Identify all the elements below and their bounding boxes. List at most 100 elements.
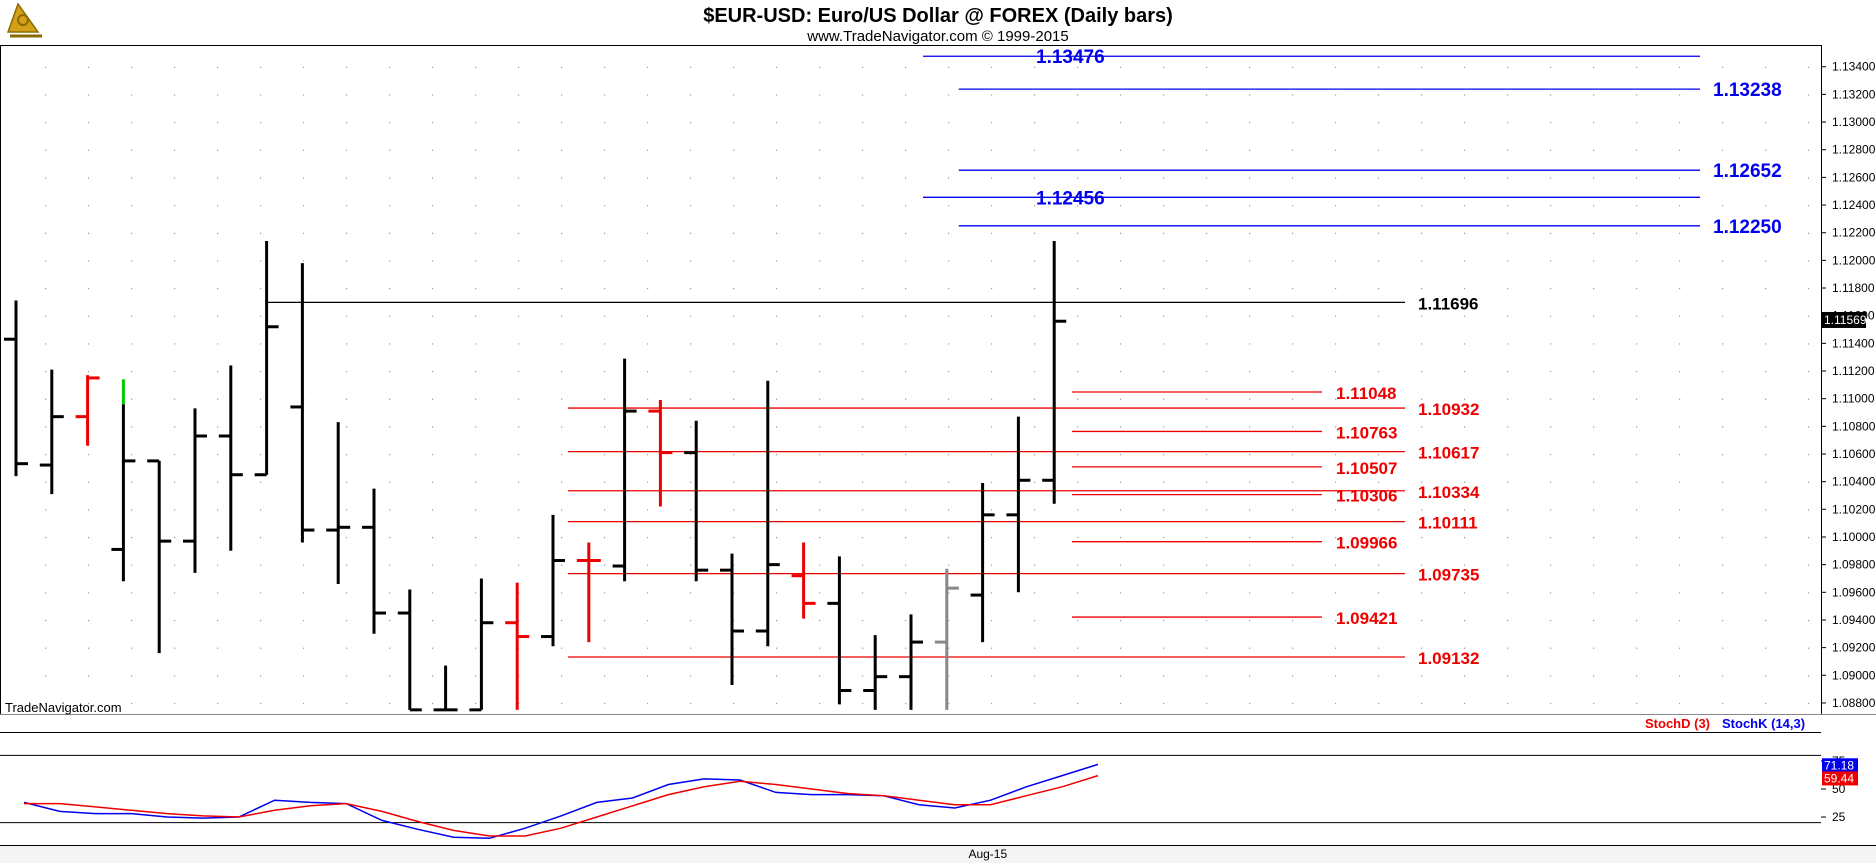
grid-dot xyxy=(1206,481,1208,483)
grid-dot xyxy=(1636,66,1638,68)
stoch-k-value: 71.18 xyxy=(1824,758,1854,772)
grid-dot xyxy=(733,564,735,566)
grid-dot xyxy=(862,205,864,207)
grid-dot xyxy=(432,481,434,483)
grid-dot xyxy=(991,592,993,594)
grid-dot xyxy=(303,619,305,622)
grid-dot xyxy=(1378,260,1380,262)
grid-dot xyxy=(1507,94,1509,96)
grid-dot xyxy=(1120,398,1122,400)
grid-dot xyxy=(1722,619,1724,622)
grid-dot xyxy=(475,398,477,400)
grid-dot xyxy=(1507,343,1509,345)
ohlc-bars xyxy=(4,241,1067,712)
grid-dot xyxy=(260,536,262,539)
grid-dot xyxy=(905,426,907,428)
red-level-label: 1.09966 xyxy=(1336,534,1397,553)
grid-dot xyxy=(1163,453,1165,456)
grid-dot xyxy=(217,315,219,317)
grid-dot xyxy=(1163,288,1165,290)
grid-dot xyxy=(819,675,821,677)
grid-dot xyxy=(518,371,520,373)
grid-dot xyxy=(1249,66,1251,68)
grid-dot xyxy=(131,94,133,96)
grid-dot xyxy=(389,426,391,428)
grid-dot xyxy=(1507,702,1509,705)
grid-dot xyxy=(131,205,133,207)
grid-dot xyxy=(131,702,133,705)
grid-dot xyxy=(905,205,907,207)
grid-dot xyxy=(604,149,606,151)
grid-dot xyxy=(1206,94,1208,96)
price-axis-tick-label: 1.12600 xyxy=(1832,170,1876,184)
grid-dot xyxy=(1679,260,1681,262)
grid-dot xyxy=(131,66,133,68)
grid-dot xyxy=(389,509,391,511)
grid-dot xyxy=(1335,288,1337,290)
grid-dot xyxy=(819,122,821,124)
grid-dot xyxy=(260,398,262,400)
grid-dot xyxy=(174,453,176,456)
grid-dot xyxy=(1335,398,1337,400)
grid-dot xyxy=(174,260,176,262)
grid-dot xyxy=(561,315,563,317)
grid-dot xyxy=(1464,66,1466,68)
grid-dot xyxy=(1464,205,1466,207)
grid-dot xyxy=(1335,371,1337,373)
grid-dot xyxy=(45,343,47,345)
grid-dot xyxy=(690,592,692,594)
grid-dot xyxy=(475,564,477,566)
grid-dot xyxy=(260,205,262,207)
grid-dot xyxy=(862,94,864,96)
grid-dot xyxy=(1120,177,1122,179)
blue-level-label: 1.12250 xyxy=(1713,217,1782,238)
grid-dot xyxy=(1163,122,1165,124)
grid-dot xyxy=(1206,371,1208,373)
grid-dot xyxy=(1163,647,1165,649)
grid-dot xyxy=(475,592,477,594)
grid-dot xyxy=(1722,343,1724,345)
grid-dot xyxy=(432,94,434,96)
grid-dot xyxy=(303,592,305,594)
grid-dot xyxy=(690,509,692,511)
grid-dot xyxy=(1636,509,1638,511)
grid-dot xyxy=(45,592,47,594)
grid-dot xyxy=(647,149,649,151)
grid-dot xyxy=(1507,232,1509,234)
x-axis-strip xyxy=(0,845,1876,863)
grid-dot xyxy=(905,481,907,483)
grid-dot xyxy=(1034,453,1036,456)
grid-dot xyxy=(1722,66,1724,68)
grid-dot xyxy=(690,426,692,428)
grid-dot xyxy=(432,675,434,677)
grid-dot xyxy=(991,564,993,566)
grid-dot xyxy=(1378,149,1380,151)
grid-dot xyxy=(948,398,950,400)
grid-dot xyxy=(174,66,176,68)
grid-dot xyxy=(1421,453,1423,456)
grid-dot xyxy=(1378,371,1380,373)
grid-dot xyxy=(1765,315,1767,317)
grid-dot xyxy=(1206,426,1208,428)
grid-dot xyxy=(776,619,778,622)
grid-dot xyxy=(862,453,864,456)
grid-dot xyxy=(948,619,950,622)
grid-dot xyxy=(88,619,90,622)
grid-dot xyxy=(776,94,778,96)
grid-dot xyxy=(991,619,993,622)
grid-dot xyxy=(1034,371,1036,373)
stoch-d-value-tag xyxy=(1822,771,1858,786)
grid-dot xyxy=(1550,647,1552,649)
grid-dot xyxy=(1077,66,1079,68)
grid-dot xyxy=(776,66,778,68)
grid-dot xyxy=(819,481,821,483)
stoch-d-line xyxy=(24,774,1099,837)
grid-dot xyxy=(1679,149,1681,151)
grid-dot xyxy=(1722,398,1724,400)
grid-dot xyxy=(303,702,305,705)
grid-dot xyxy=(1679,564,1681,566)
grid-dot xyxy=(303,205,305,207)
grid-dot xyxy=(1722,94,1724,96)
grid-dot xyxy=(1034,232,1036,234)
grid-dot xyxy=(432,288,434,290)
